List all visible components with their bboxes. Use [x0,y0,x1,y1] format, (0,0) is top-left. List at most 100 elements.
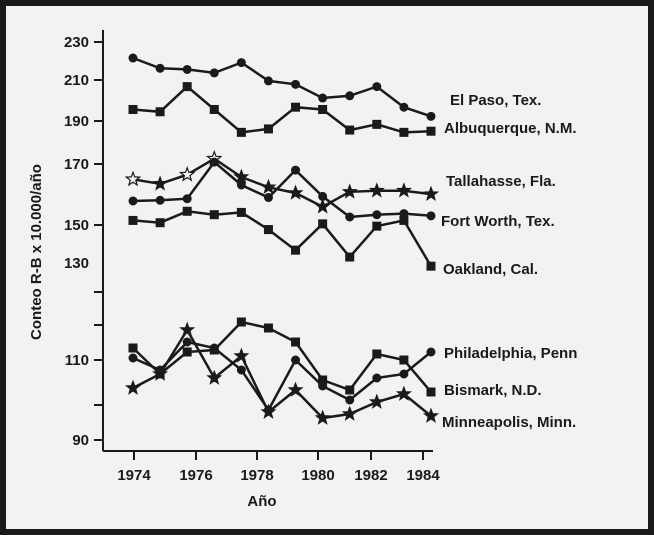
series-labels: El Paso, Tex. Albuquerque, N.M. Tallahasse… [441,92,577,431]
minneapolis-minn-point [287,381,304,397]
oakland-cal-point [236,207,246,217]
fort-worth-tex-point [236,180,246,190]
axes [102,30,433,452]
oakland-cal-point [426,261,436,271]
oakland-cal-point [291,245,301,255]
albuquerque-n-m-point [155,107,165,117]
philadelphia-penn-point [372,373,382,383]
x-axis-title: Año [247,493,276,510]
tallahasse-fla-point [422,185,440,201]
y-tick-label: 210 [64,72,89,89]
bismark-n-d-point [182,347,192,357]
x-tick-label: 1984 [406,467,440,484]
fort-worth-tex-point [345,212,355,222]
tallahasse-fla-point [341,183,358,199]
bismark-n-d-point [209,345,219,355]
oakland-cal-point [345,252,355,262]
tallahasse-fla-point [260,178,277,195]
oakland-cal-label: Oakland, Cal. [443,261,538,278]
albuquerque-n-m-point [182,82,192,92]
el-paso-tex-point [236,58,246,68]
albuquerque-n-m-point [291,102,301,112]
bismark-n-d-point [291,337,301,347]
minneapolis-minn-line [132,327,432,420]
minneapolis-minn-point [206,369,223,385]
el-paso-tex-line [132,56,432,118]
oakland-cal-point [209,210,219,220]
albuquerque-n-m-point [372,119,382,129]
minneapolis-minn-point [260,403,277,419]
bismark-n-d-line [132,320,432,393]
y-ticks: 90 110 130 150 170 190 210 230 [64,34,103,449]
tallahasse-fla-point [287,184,304,200]
tallahasse-fla-point [368,182,385,198]
y-tick-label: 190 [64,113,89,130]
tallahasse-fla-point [124,170,142,187]
minneapolis-minn-point [314,409,331,425]
albuquerque-n-m-point [128,104,138,114]
bismark-n-d-point [345,385,355,395]
el-paso-tex-point [263,76,273,86]
y-tick-label: 230 [64,34,89,51]
bismark-n-d-point [128,343,138,353]
minneapolis-minn-point [368,393,385,409]
albuquerque-n-m-point [263,124,273,134]
x-tick-label: 1980 [301,467,334,484]
fort-worth-tex-point [155,195,165,205]
el-paso-tex-point [209,68,219,78]
bismark-n-d-point [426,387,436,397]
x-tick-label: 1974 [117,467,151,484]
tallahasse-fla-point [178,165,196,182]
albuquerque-n-m-point [345,125,355,135]
oakland-cal-point [399,215,409,225]
tallahasse-fla-label: Tallahasse, Fla. [446,173,556,190]
oakland-cal-point [182,206,192,216]
y-tick-label: 130 [64,255,89,272]
fort-worth-tex-point [426,211,436,221]
y-tick-label: 150 [64,217,89,234]
el-paso-tex-point [318,93,328,103]
series-lines [132,56,433,420]
fort-worth-tex-point [372,210,382,220]
albuquerque-n-m-label: Albuquerque, N.M. [444,120,577,137]
philadelphia-penn-point [182,337,192,347]
fort-worth-tex-point [182,194,192,204]
x-tick-label: 1978 [240,467,273,484]
philadelphia-penn-point [291,355,301,365]
x-tick-label: 1976 [179,467,212,484]
fort-worth-tex-label: Fort Worth, Tex. [441,213,555,230]
minneapolis-minn-label: Minneapolis, Minn. [442,414,576,431]
oakland-cal-point [128,215,138,225]
tallahasse-fla-point [395,182,412,198]
minneapolis-minn-point [233,347,250,363]
bismark-n-d-point [399,355,409,365]
fort-worth-tex-point [263,193,273,203]
el-paso-tex-point [291,79,301,89]
y-axis-title: Conteo R-B x 10.000/año [28,164,45,340]
y-tick-label: 110 [65,352,89,369]
el-paso-tex-point [345,91,355,101]
minneapolis-minn-point [395,385,412,401]
minneapolis-minn-point [341,405,358,421]
fort-worth-tex-point [318,191,328,201]
minneapolis-minn-point [152,365,169,381]
bismark-n-d-point [318,375,328,385]
fort-worth-tex-point [291,165,301,175]
y-tick-label: 170 [64,156,89,173]
oakland-cal-point [263,225,273,235]
minneapolis-minn-point [179,321,196,337]
philadelphia-penn-label: Philadelphia, Penn [444,345,577,362]
x-tick-label: 1982 [354,467,387,484]
el-paso-tex-point [182,64,192,74]
philadelphia-penn-point [236,365,246,375]
albuquerque-n-m-point [399,127,409,137]
albuquerque-n-m-point [236,127,246,137]
tallahasse-fla-point [152,175,169,191]
philadelphia-penn-point [128,353,138,363]
oakland-cal-point [372,221,382,231]
tallahasse-fla-point [233,168,250,184]
el-paso-tex-point [372,82,382,92]
x-ticks: 1974 1976 1978 1980 1982 1984 [117,451,440,484]
